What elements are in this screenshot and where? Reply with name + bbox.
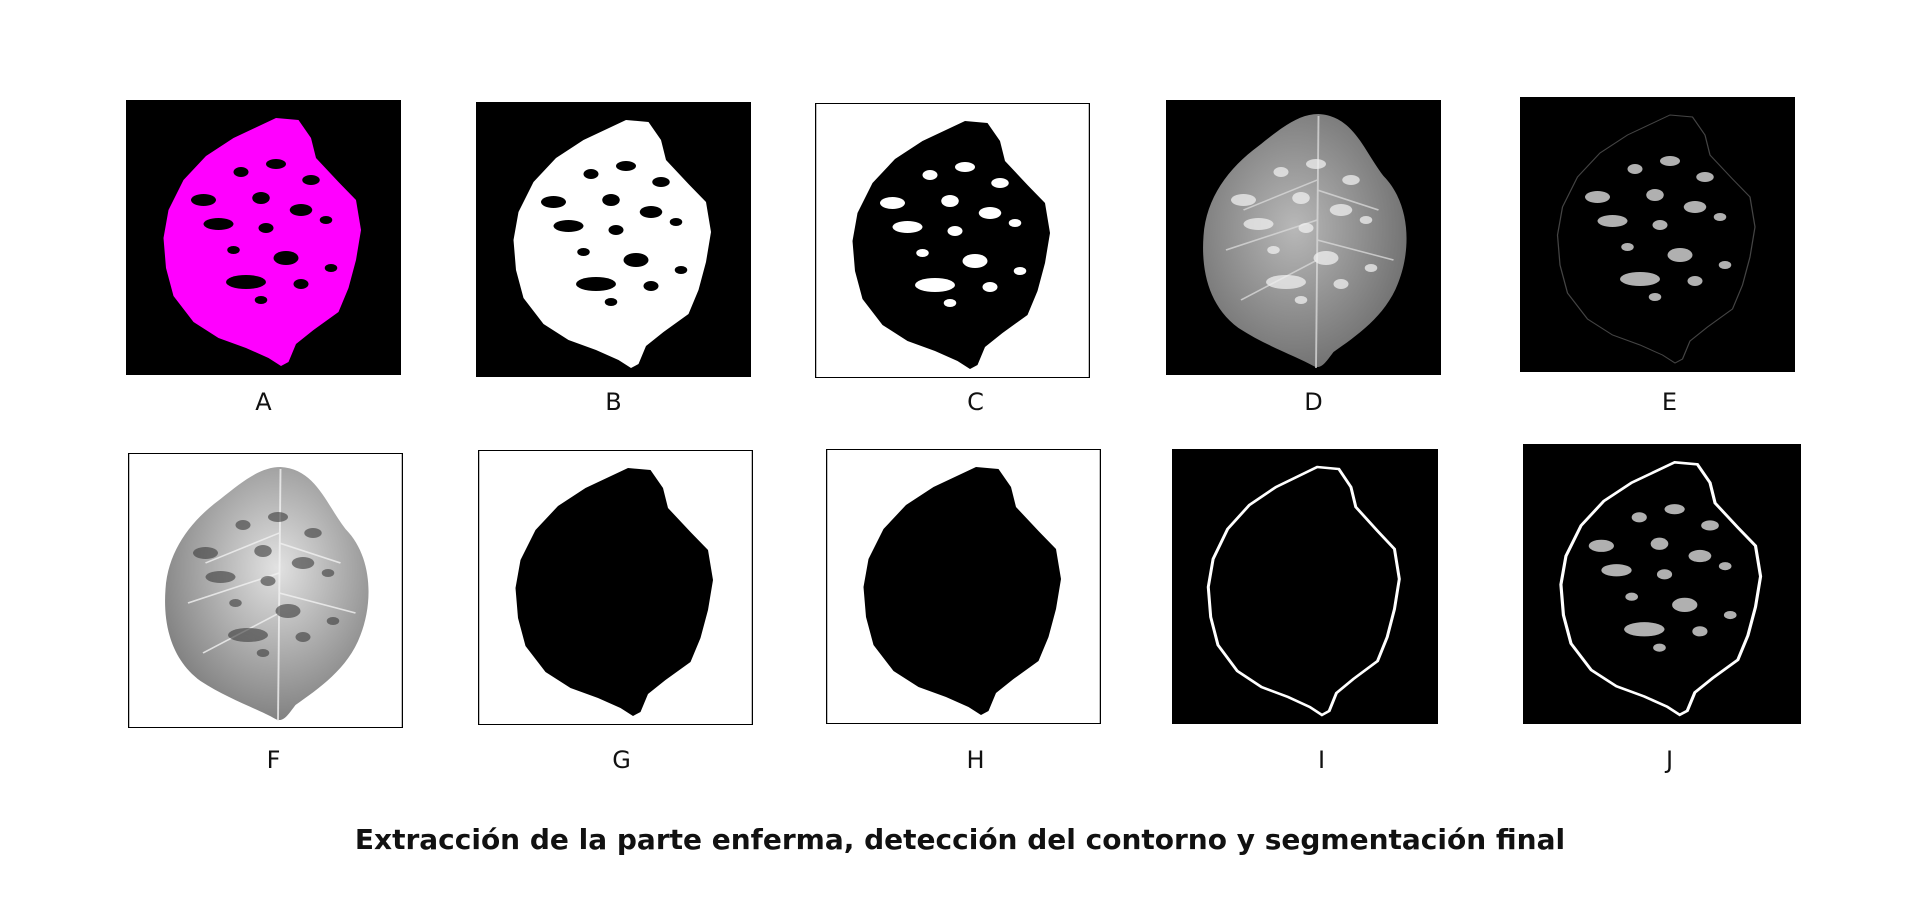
panel-b-label: B	[605, 388, 622, 416]
panel-g	[478, 450, 753, 725]
panel-j	[1523, 444, 1801, 724]
panel-e-label: E	[1661, 388, 1678, 416]
panel-e	[1520, 97, 1795, 372]
panel-h	[826, 449, 1101, 724]
panel-f	[128, 453, 403, 728]
panel-b	[476, 102, 751, 377]
panel-f-label: F	[266, 746, 281, 774]
panel-j-image	[1523, 444, 1801, 724]
panel-a-image	[126, 100, 401, 375]
panel-f-image	[128, 453, 403, 728]
panel-a	[126, 100, 401, 375]
panel-i-label: I	[1317, 746, 1326, 774]
panel-i-image	[1172, 449, 1438, 724]
figure-caption: Extracción de la parte enferma, detecció…	[354, 823, 1566, 856]
panel-d	[1166, 100, 1441, 375]
panel-h-label: H	[966, 746, 985, 774]
panel-e-image	[1520, 97, 1795, 372]
panel-c	[815, 103, 1090, 378]
panel-j-label: J	[1665, 746, 1674, 774]
panel-b-image	[476, 102, 751, 377]
panel-d-image	[1166, 100, 1441, 375]
panel-g-label: G	[612, 746, 631, 774]
panel-c-label: C	[967, 388, 984, 416]
panel-c-image	[815, 103, 1090, 378]
panel-i	[1172, 449, 1438, 724]
panel-h-image	[826, 449, 1101, 724]
panel-g-image	[478, 450, 753, 725]
panel-d-label: D	[1304, 388, 1323, 416]
panel-a-label: A	[255, 388, 272, 416]
